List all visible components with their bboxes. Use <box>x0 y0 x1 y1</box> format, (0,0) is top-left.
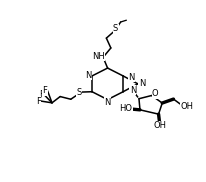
Text: S: S <box>76 88 81 97</box>
Text: OH: OH <box>152 121 165 130</box>
Text: NH: NH <box>92 52 104 61</box>
Text: N: N <box>129 86 135 95</box>
Text: F: F <box>39 90 44 99</box>
Text: O: O <box>151 89 158 98</box>
Text: N: N <box>104 98 110 107</box>
Text: N: N <box>127 73 134 82</box>
Text: F: F <box>35 96 40 106</box>
Text: S: S <box>112 24 118 33</box>
Text: N: N <box>85 71 91 80</box>
Text: N: N <box>138 79 144 88</box>
Text: F: F <box>42 86 47 95</box>
Text: HO: HO <box>119 104 132 112</box>
Text: OH: OH <box>179 102 192 111</box>
